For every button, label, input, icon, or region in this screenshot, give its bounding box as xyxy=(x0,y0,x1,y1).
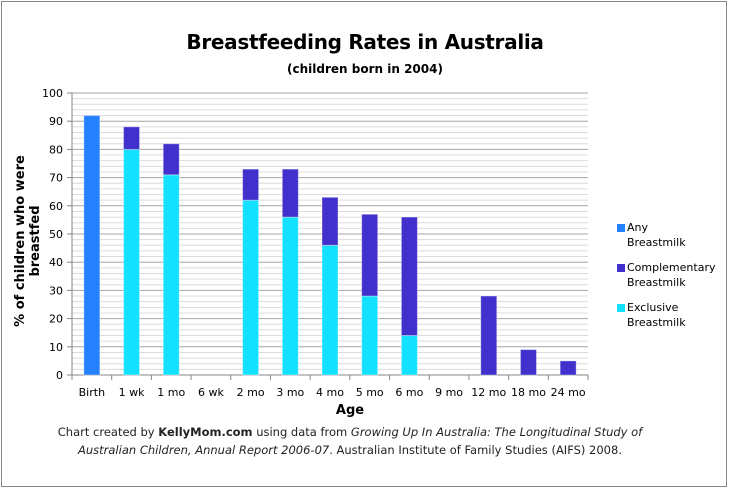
y-tick-label: 100 xyxy=(42,87,63,100)
bar-complementary-breastmilk: 1 mo: 11 xyxy=(162,143,180,176)
x-tick-label: 9 mo xyxy=(435,386,463,399)
x-tick-label: 6 wk xyxy=(198,386,224,399)
bar-exclusive-breastmilk: 6 mo: 14 xyxy=(400,335,418,376)
bar-exclusive-breastmilk: 2 mo: 62 xyxy=(242,199,260,376)
credit-brand: KellyMom.com xyxy=(158,425,253,439)
legend-label: Any xyxy=(627,221,649,234)
legend-item: Complementary Breastmilk xyxy=(615,260,715,300)
credit-middle: using data from xyxy=(252,425,351,439)
x-tick-label: 12 mo xyxy=(471,386,506,399)
bar-complementary-breastmilk: 24 mo: 5 xyxy=(559,360,577,376)
y-tick-label: 80 xyxy=(49,143,63,156)
x-tick-label: 2 mo xyxy=(237,386,265,399)
legend-item: Any Breastmilk xyxy=(615,220,715,260)
y-tick-label: 0 xyxy=(56,369,63,382)
legend-label: Breastmilk xyxy=(627,276,686,289)
x-tick-label: Birth xyxy=(79,386,105,399)
x-tick-label: 4 mo xyxy=(316,386,344,399)
legend-swatch xyxy=(617,304,625,312)
x-tick-label: 5 mo xyxy=(356,386,384,399)
credit-source: Growing Up In Australia: The Longitudina… xyxy=(78,425,643,457)
y-tick-label: 10 xyxy=(49,341,63,354)
chart-title: Breastfeeding Rates in Australia xyxy=(186,30,544,54)
x-axis-title: Age xyxy=(335,403,365,418)
y-tick-label: 70 xyxy=(49,172,63,185)
legend-swatch xyxy=(617,264,625,272)
legend-label: Breastmilk xyxy=(627,316,686,329)
y-tick-label: 50 xyxy=(49,228,63,241)
x-tick-label: 6 mo xyxy=(395,386,423,399)
bar-complementary-breastmilk: 3 mo: 17 xyxy=(281,168,299,218)
bar-complementary-breastmilk: 12 mo: 28 xyxy=(480,295,498,376)
bar-complementary-breastmilk: 18 mo: 9 xyxy=(519,349,537,376)
y-tick-label: 30 xyxy=(49,284,63,297)
bar-complementary-breastmilk: 6 mo: 42 xyxy=(400,216,418,337)
x-tick-label: 3 mo xyxy=(276,386,304,399)
chart-subtitle: (children born in 2004) xyxy=(287,62,443,76)
bar-exclusive-breastmilk: 4 mo: 46 xyxy=(321,244,339,376)
legend-label: Breastmilk xyxy=(627,236,686,249)
bar-any-breastmilk: Birth: 92 xyxy=(83,115,101,376)
bar-exclusive-breastmilk: 3 mo: 56 xyxy=(281,216,299,376)
y-tick-label: 40 xyxy=(49,256,63,269)
bar-exclusive-breastmilk: 5 mo: 28 xyxy=(361,295,379,376)
legend: Any Breastmilk Complementary Breastmilk Excl… xyxy=(615,220,715,340)
bar-complementary-breastmilk: 1 wk: 8 xyxy=(123,126,141,150)
x-tick-label: 1 wk xyxy=(119,386,145,399)
credit-suffix: . Australian Institute of Family Studies… xyxy=(329,443,622,457)
credit-prefix: Chart created by xyxy=(57,425,159,439)
y-tick-label: 60 xyxy=(49,200,63,213)
y-tick-label: 90 xyxy=(49,115,63,128)
x-tick-label: 1 mo xyxy=(157,386,185,399)
bar-complementary-breastmilk: 4 mo: 17 xyxy=(321,196,339,246)
bar-exclusive-breastmilk: 1 wk: 80 xyxy=(123,148,141,376)
x-tick-label: 24 mo xyxy=(551,386,586,399)
legend-label: Complementary xyxy=(627,261,716,274)
bar-exclusive-breastmilk: 1 mo: 71 xyxy=(162,174,180,376)
legend-label: Exclusive xyxy=(627,301,679,314)
legend-swatch xyxy=(617,224,625,232)
y-tick-label: 20 xyxy=(49,313,63,326)
x-tick-label: 18 mo xyxy=(511,386,546,399)
bar-complementary-breastmilk: 2 mo: 11 xyxy=(242,168,260,201)
bar-complementary-breastmilk: 5 mo: 29 xyxy=(361,213,379,297)
legend-item: Exclusive Breastmilk xyxy=(615,300,715,340)
chart-credit: Chart created by KellyMom.com using data… xyxy=(40,423,660,459)
